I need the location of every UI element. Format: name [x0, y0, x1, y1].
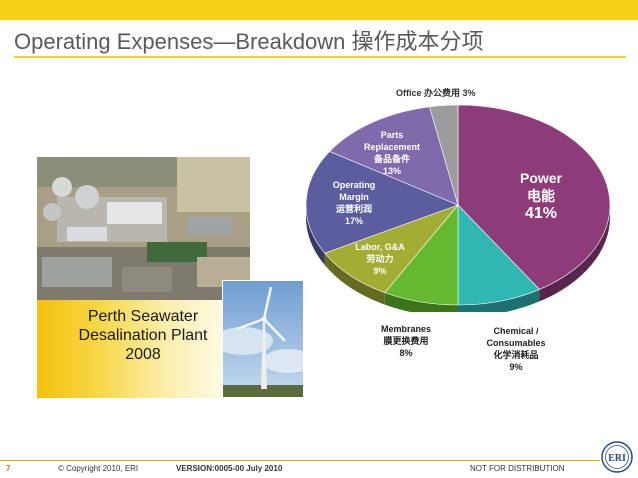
- pie-slice-power: [457, 104, 611, 290]
- slide-title: Operating Expenses—Breakdown 操作成本分项: [14, 29, 484, 54]
- caption-line-3: 2008: [125, 346, 161, 363]
- label-chemical: Chemical / Consumables 化学消耗品 9%: [486, 326, 546, 372]
- title-underline: [14, 56, 626, 58]
- page-number: 7: [6, 464, 11, 473]
- label-operating-margin: Operating Margin 运营利润 17%: [332, 180, 376, 226]
- caption-line-1: Perth Seawater: [87, 308, 199, 325]
- pie-side-power: [539, 205, 610, 302]
- photo-caption-panel: Perth Seawater Desalination Plant 2008: [37, 300, 250, 398]
- top-accent-band: [0, 0, 638, 20]
- footer-rule: [0, 460, 600, 461]
- label-membranes: Membranes 膜更换费用 8%: [380, 324, 432, 358]
- distribution-notice: NOT FOR DISTRIBUTION: [470, 464, 565, 473]
- expense-pie-chart: [305, 104, 611, 312]
- pie-side-chemical-consumables: [458, 289, 540, 312]
- pie-slice-chemical-consumables: [457, 204, 540, 306]
- pie-slice-parts-replacement: [329, 106, 459, 206]
- pie-side-labor-g-a: [324, 253, 385, 305]
- pie-side-operating-margin: [306, 205, 325, 266]
- label-parts: Parts Replacement 备品备件 13%: [363, 130, 421, 176]
- pie-slice-office: [429, 104, 459, 206]
- label-office: Office 办公费用 3%: [396, 88, 476, 98]
- label-power: Power 电能 41%: [519, 170, 562, 222]
- pie-slice-operating-margin: [305, 151, 459, 254]
- pie-slice-labor-g-a: [324, 204, 459, 293]
- label-labor: Labor, G&A 劳动力 9%: [355, 242, 405, 276]
- plant-aerial-photo: [37, 157, 250, 300]
- caption-line-2: Desalination Plant: [78, 327, 208, 344]
- version-text: VERSION:0005-00 July 2010: [176, 464, 283, 473]
- eri-logo: ERI: [600, 440, 634, 474]
- copyright-text: © Copyright 2010, ERI: [58, 464, 139, 473]
- wind-turbine-photo: [222, 280, 304, 398]
- svg-text:ERI: ERI: [608, 453, 626, 464]
